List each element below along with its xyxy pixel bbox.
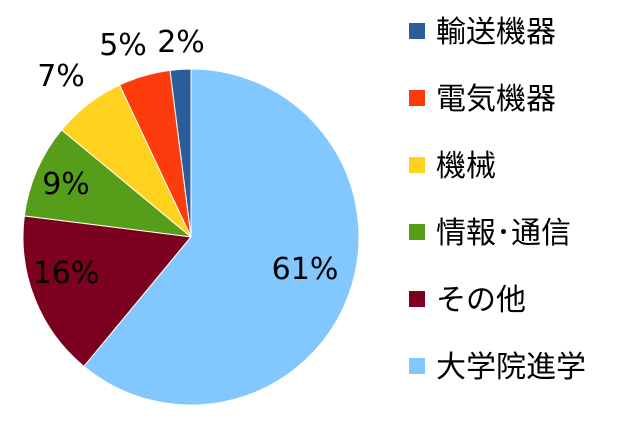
pie-value-label-4: 9% — [42, 167, 90, 202]
legend-label-2: 電気機器 — [436, 82, 556, 117]
pie-slice-4 — [23, 129, 193, 238]
pie-value-label-1: 2% — [157, 25, 205, 60]
pie-value-labels: 2% 5% 7% 9% 16% 61% — [33, 25, 339, 291]
legend-label-1: 輸送機器 — [436, 15, 556, 50]
legend-label-4: 情報･通信 — [436, 216, 571, 251]
legend-swatch-3 — [409, 157, 425, 173]
legend-label-5: その他 — [436, 283, 526, 318]
pie-slice-5 — [22, 215, 192, 368]
legend-swatch-2 — [409, 90, 425, 106]
pie-value-label-3: 7% — [37, 59, 85, 94]
legend-swatch-4 — [409, 224, 425, 240]
pie-slice-6 — [83, 68, 360, 406]
legend-swatch-6 — [409, 358, 425, 374]
legend-label-6: 大学院進学 — [436, 350, 586, 385]
pie-slices — [22, 68, 360, 406]
pie-value-label-5: 16% — [33, 256, 100, 291]
pie-value-label-2: 5% — [99, 28, 147, 63]
legend-swatch-1 — [409, 23, 425, 39]
legend-swatch-5 — [409, 291, 425, 307]
legend-label-3: 機械 — [436, 149, 496, 184]
pie-value-label-6: 61% — [272, 252, 339, 287]
